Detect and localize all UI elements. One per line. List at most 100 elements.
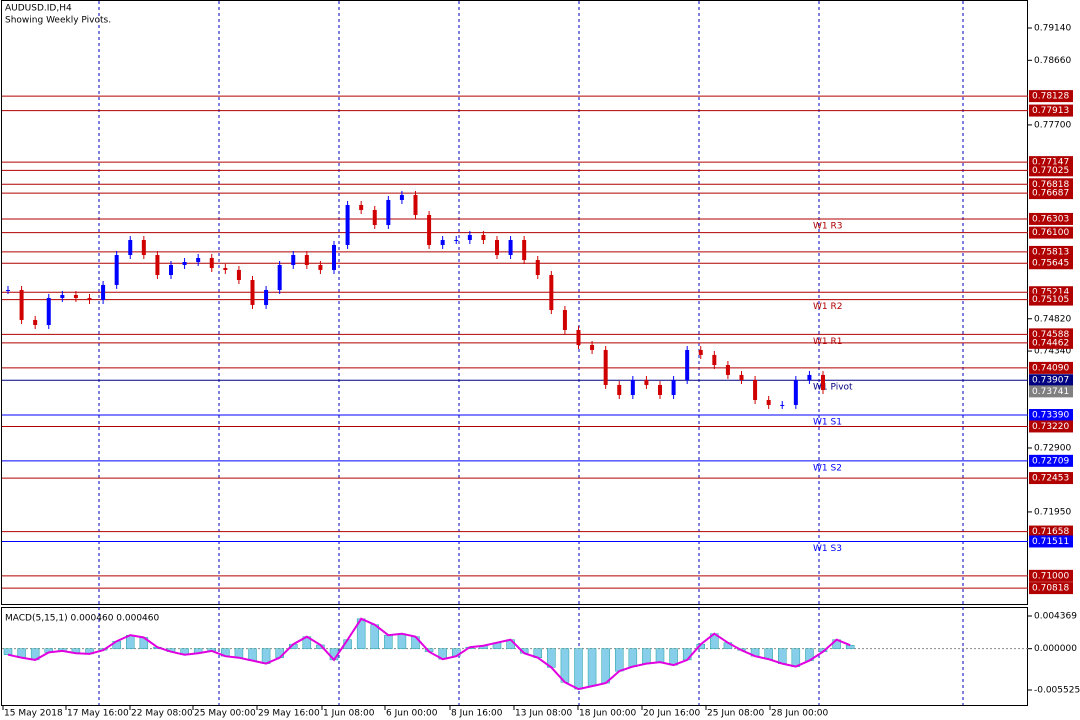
candle [440,240,445,245]
candle [630,380,635,396]
candle [549,275,554,311]
macd-bar [234,648,244,658]
level-label: 0.75214 [1032,288,1069,298]
level-label: 0.71658 [1032,527,1069,537]
level-tag [1029,90,1073,103]
candle [821,374,825,390]
candle [182,262,187,265]
level-label: 0.73220 [1032,422,1069,432]
candle [712,354,717,365]
candle [535,259,540,276]
candle [169,264,173,276]
level-tag [1029,569,1073,582]
level-tag [1029,164,1073,177]
candle [209,257,214,269]
macd-bar [3,648,13,655]
level-label: 0.74462 [1032,338,1069,348]
candle [332,244,336,270]
level-label: 0.76100 [1032,228,1069,238]
candle [603,349,608,385]
time-label: 28 Jun 00:00 [771,709,828,719]
time-label: 20 Jun 16:00 [643,709,700,719]
level-tag [1029,245,1073,258]
level-tag [1029,385,1073,398]
candle [467,234,472,241]
time-label: 25 Jun 08:00 [707,709,764,719]
macd-bar [384,634,393,649]
macd-bar [574,648,583,690]
candle [413,194,418,215]
candle [427,214,432,245]
candle [196,257,201,263]
candle [454,240,459,242]
pivot-note: Showing Weekly Pivots. [5,16,111,26]
candle [807,374,812,381]
tick-label: 0.79140 [1034,23,1071,33]
candle [33,319,38,326]
candle [766,399,771,405]
candle [236,269,241,280]
macd-bar [642,648,651,664]
pivot-name: W1 S3 [813,544,842,554]
time-label: 15 May 2018 [4,709,63,719]
level-label: 0.71511 [1032,537,1069,547]
macd-frame [1,607,1028,706]
level-tag [1029,535,1073,548]
candle [19,290,24,320]
level-tag [1029,454,1073,467]
level-tag [1029,472,1073,485]
macd-bar [601,648,610,684]
level-label: 0.75645 [1032,259,1069,269]
level-label: 0.73907 [1032,376,1069,386]
level-label: 0.70818 [1032,584,1069,594]
macd-bar [370,624,379,649]
level-label: 0.76818 [1032,180,1069,190]
candle [617,384,622,396]
macd-bar [248,648,257,661]
tick-label: 0.74820 [1034,314,1071,324]
pivot-name: W1 R3 [813,221,842,231]
macd-bar [615,648,624,672]
candle [644,380,649,385]
tick-label: 0.77700 [1034,120,1071,130]
pivot-name: W1 R1 [813,337,842,347]
candle [87,297,92,300]
candle [264,290,269,305]
level-label: 0.72453 [1032,474,1069,484]
level-tag [1029,104,1073,117]
candle [73,294,78,298]
tick-label: 0.71950 [1034,507,1071,517]
level-tag [1029,374,1073,387]
tick-label: 0.000000 [1034,644,1077,654]
candle [399,194,404,200]
candle [223,268,228,270]
candle [522,240,527,260]
pivot-name: W1 Pivot [813,383,853,393]
candle [685,349,690,381]
level-label: 0.76687 [1032,189,1069,199]
candle [101,284,106,300]
level-label: 0.74588 [1032,330,1069,340]
candle [508,240,513,256]
level-tag [1029,212,1073,225]
time-label: 18 Jun 00:00 [579,709,636,719]
candle [6,290,10,292]
candle [739,374,744,381]
macd-bar [845,644,855,649]
candle [372,209,377,225]
level-tag [1029,420,1073,433]
level-tag [1029,257,1073,270]
level-label: 0.78128 [1032,92,1069,102]
candle [753,380,758,400]
symbol: AUDUSD.ID,H4 [5,4,72,14]
candle [277,264,282,291]
macd-bar [778,648,787,664]
level-tag [1029,187,1073,200]
tick-label: 0.78660 [1034,56,1071,66]
level-tag [1029,525,1073,538]
candle [658,384,662,396]
candle [318,264,323,270]
pivot-name: W1 S1 [813,417,842,427]
candle [698,349,703,355]
